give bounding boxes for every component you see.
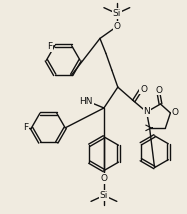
Text: O: O — [100, 174, 107, 183]
Text: N: N — [143, 107, 150, 116]
Text: Si: Si — [113, 9, 121, 18]
Text: F: F — [23, 123, 28, 132]
Text: F: F — [47, 42, 52, 51]
Text: Si: Si — [113, 9, 121, 18]
Text: HN: HN — [79, 97, 93, 106]
Text: F: F — [47, 42, 52, 51]
Text: HN: HN — [79, 97, 93, 106]
Text: O: O — [100, 174, 107, 183]
Text: O: O — [172, 108, 179, 117]
Text: O: O — [155, 86, 162, 95]
Text: Si: Si — [100, 191, 108, 200]
Text: O: O — [113, 22, 120, 31]
Text: Si: Si — [100, 191, 108, 200]
Text: F: F — [23, 123, 28, 132]
Text: O: O — [140, 85, 147, 94]
Text: O: O — [140, 85, 147, 94]
Text: O: O — [172, 108, 179, 117]
Text: O: O — [113, 22, 120, 31]
Text: N: N — [143, 107, 150, 116]
Text: O: O — [155, 86, 162, 95]
